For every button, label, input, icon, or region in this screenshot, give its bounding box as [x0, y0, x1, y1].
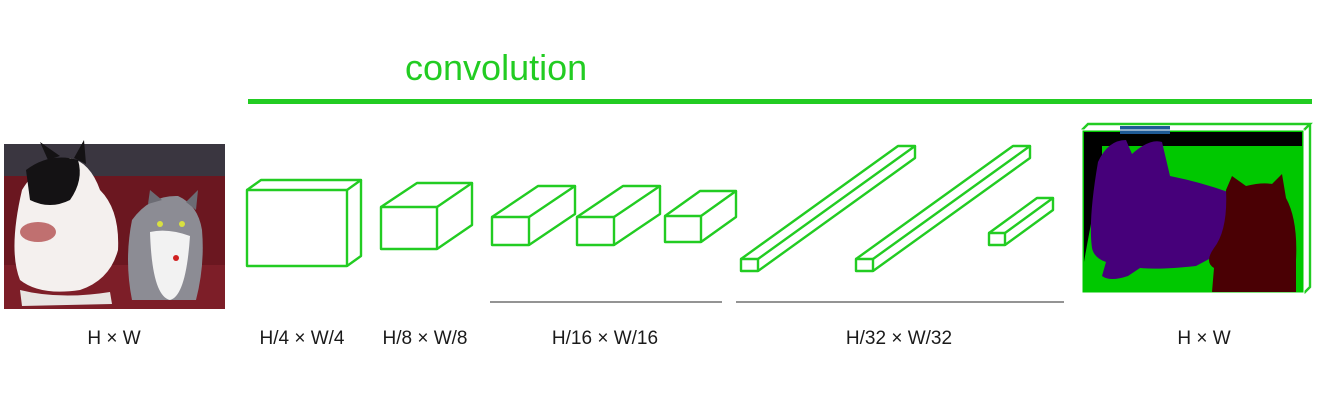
stage-label-h32: H/32 × W/32 [846, 328, 952, 349]
feature-map-h32-b [854, 144, 1032, 273]
input-size-label: H × W [87, 328, 140, 349]
input-image [4, 140, 225, 309]
feature-map-h16-b [575, 184, 662, 247]
feature-map-h4 [245, 178, 363, 268]
feature-map-h8 [379, 181, 474, 251]
feature-map-h32-c [987, 196, 1055, 247]
convolution-bar [248, 99, 1312, 104]
feature-map-h16-c [663, 189, 738, 244]
feature-map-h32-a [739, 144, 917, 273]
stage-label-h16: H/16 × W/16 [552, 328, 658, 349]
stage-label-h8: H/8 × W/8 [383, 328, 468, 349]
output-size-label: H × W [1177, 328, 1230, 349]
stage-label-h4: H/4 × W/4 [260, 328, 345, 349]
output-segmentation [1081, 122, 1313, 294]
feature-map-h16-a [490, 184, 577, 247]
convolution-title: convolution [405, 47, 587, 88]
